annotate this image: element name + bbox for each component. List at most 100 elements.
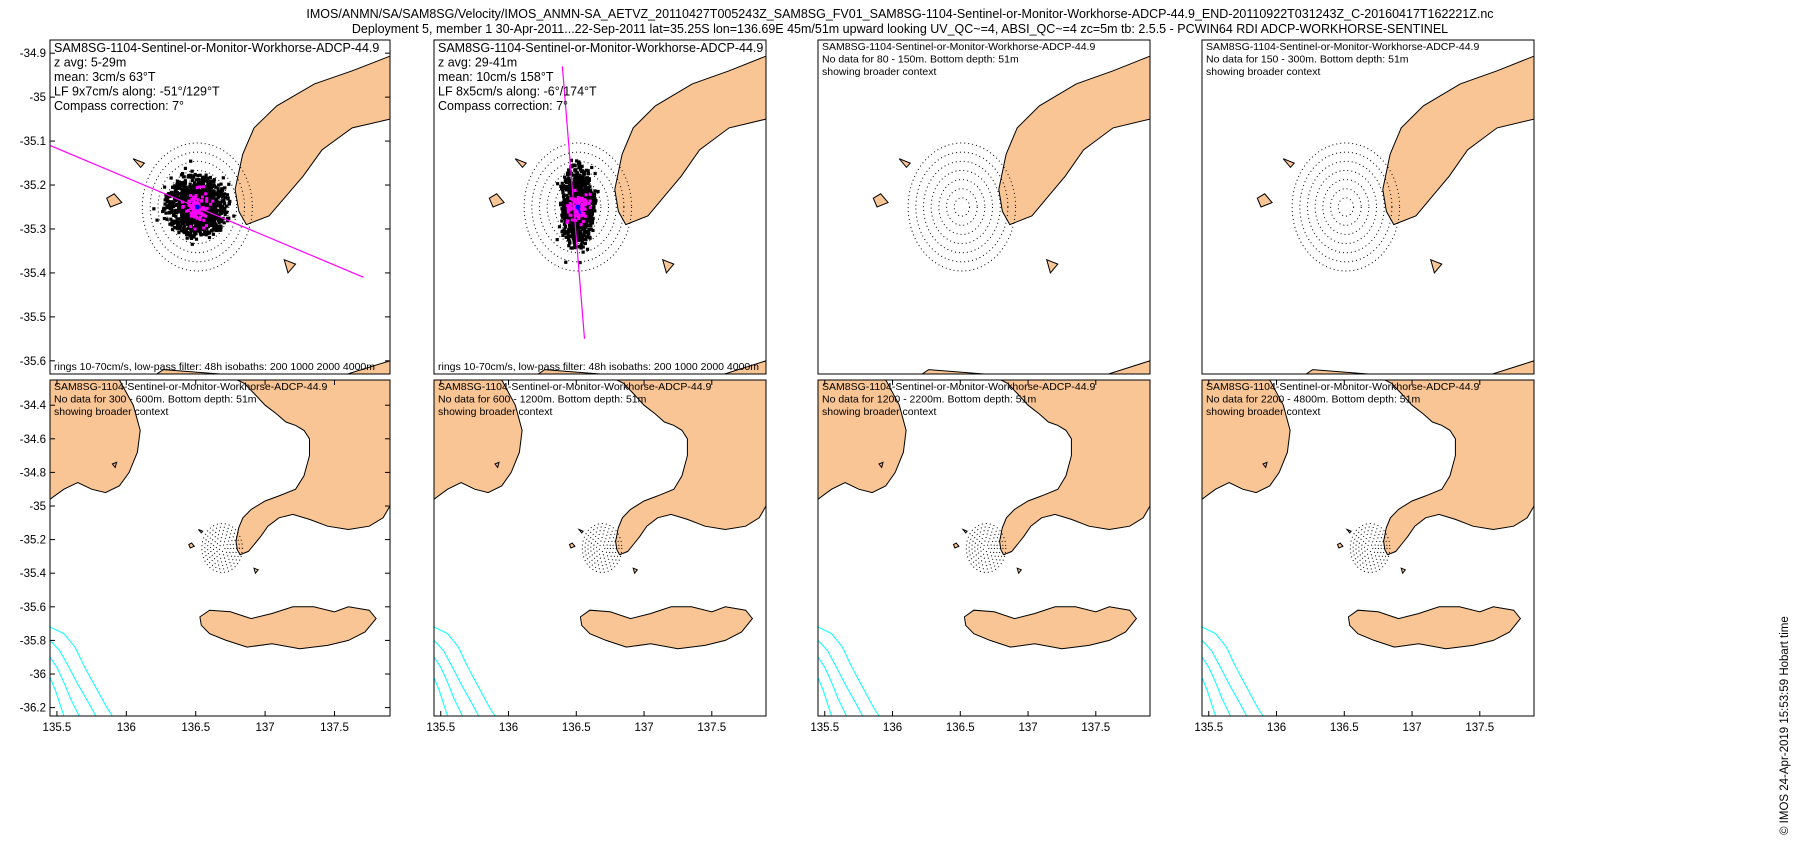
scatter-point [590,195,594,200]
y-tick-label: -34.4 [20,400,47,412]
land-gambier [198,529,204,534]
scatter-point [174,214,178,219]
scatter-point [569,187,573,191]
scatter-point [217,183,221,187]
lowpass-point [194,194,198,198]
scatter-point [210,229,214,233]
lowpass-point [205,196,209,200]
scatter-point [174,198,178,202]
scatter-point [581,175,585,179]
panel-info-line: mean: 10cm/s 158°T [438,70,554,84]
land-eyre [1202,380,1291,500]
land-kangaroo [963,606,1138,650]
isobath-line [504,545,541,646]
scatter-point [182,180,187,184]
scatter-point [582,172,586,176]
scatter-point [561,233,565,238]
scatter-point [186,232,191,236]
lowpass-point [566,204,570,208]
scatter-point [170,227,175,232]
y-tick-label: -35.4 [20,568,47,580]
panel-8: 135.5 136 136.5 137 137.5 SAM8SG-1104-Sentine… [1194,379,1535,734]
scatter-point [187,217,191,221]
scatter-point [164,193,168,197]
y-tick-label: -36 [29,669,46,681]
speed-ring [938,179,986,235]
speed-ring [1337,197,1355,217]
scatter-point [169,217,173,221]
scatter-point [197,222,201,226]
scatter-point [226,196,230,200]
principal-axis-line [561,66,586,339]
land-kangaroo [579,606,754,650]
scatter-point [218,202,223,206]
y-tick-label: -35.6 [20,356,46,368]
x-tick-label: 137 [1018,722,1037,734]
speed-ring [979,540,993,556]
scatter-point [177,183,182,187]
scatter-point [180,217,184,221]
scatter-point [212,183,216,187]
scatter-point [206,209,211,213]
lowpass-point [566,219,570,223]
x-tick-label: 137.5 [1081,722,1110,734]
lowpass-point [566,210,570,214]
scatter-point [181,226,186,230]
land-gambier [961,528,968,534]
scatter-point [169,209,173,214]
principal-axis-line [50,144,364,278]
scatter-point [182,220,186,224]
scatter-point [200,176,205,180]
speed-ring [1322,179,1370,235]
scatter-point [578,236,582,240]
land-yorke [235,380,390,556]
panel-title: SAM8SG-1104-Sentinel-or-Monitor-Workhors… [438,41,763,55]
scatter-point [186,220,190,224]
lowpass-point [180,200,184,204]
panel-info-line: Compass correction: 7° [438,99,568,113]
scatter-point [175,220,179,224]
panel-7: 135.5 136 136.5 137 137.5 SAM8SG-1104-Sentine… [810,379,1151,734]
lowpass-point [588,192,592,196]
scatter-point [218,189,222,193]
scatter-point [570,224,574,228]
isobath-line [1202,640,1248,716]
scatter-point [194,178,198,182]
scatter-point [175,217,179,221]
scatter-point [211,197,215,201]
speed-ring [1307,160,1385,254]
land-eyre [434,380,523,500]
lowpass-point [189,225,193,229]
scatter-point [176,196,180,201]
scatter-point [216,189,220,194]
plot-area [434,380,766,716]
panel-info-line: No data for 300 - 600m. Bottom depth: 51… [54,394,257,406]
land-yorke [1382,40,1534,226]
scatter-point [188,232,192,236]
speed-ring [1299,151,1393,263]
scatter-point [207,194,211,198]
scatter-point [152,207,156,211]
scatter-point [168,222,172,226]
land-kangaroo [199,606,377,650]
panel-title: SAM8SG-1104-Sentinel-or-Monitor-Workhors… [822,381,1095,393]
speed-ring [218,544,226,552]
scatter-point [170,221,174,226]
scatter-point [592,192,596,197]
scatter-point [217,216,221,220]
scatter-point [203,228,207,233]
lowpass-point [568,204,572,208]
scatter-point [194,188,198,192]
land-yorke [234,40,390,226]
land-gambier [898,158,912,169]
scatter-point [585,204,589,208]
speed-ring [1361,537,1379,559]
speed-ring [593,537,611,559]
lowpass-point [202,185,206,189]
land-gambier [1345,528,1352,534]
scatter-point [198,199,202,203]
x-tick-label: 135.5 [426,722,455,734]
scatter-point [576,228,580,233]
scatter-point [204,217,208,221]
lowpass-point [573,200,577,204]
